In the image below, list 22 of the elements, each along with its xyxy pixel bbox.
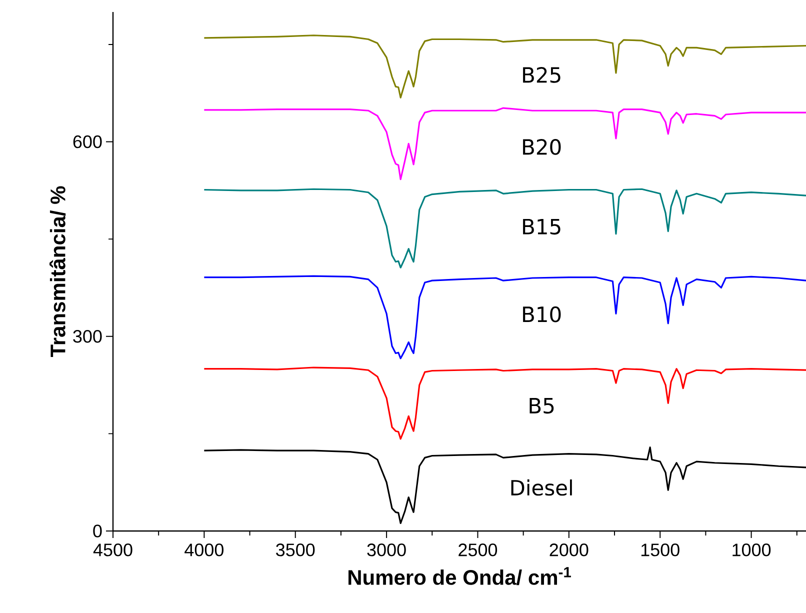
x-tick-label: 2000 — [550, 544, 588, 556]
x-tick-label: 1500 — [641, 544, 680, 556]
x-tick-label: 1000 — [732, 544, 771, 556]
line-series — [203, 275, 806, 360]
y-tick-label: 0 — [93, 524, 102, 538]
x-tick-label: 4500 — [93, 544, 132, 556]
series-label: B15 — [523, 218, 560, 235]
x-tick-label: 4000 — [184, 544, 224, 556]
series-label: B20 — [523, 139, 561, 155]
x-axis-title: Numero de Onda/ cm$^{-1}$ — [348, 567, 571, 586]
x-tick-label: 3500 — [276, 544, 315, 556]
series-label: B25 — [523, 67, 560, 83]
series-label: Diesel — [511, 479, 572, 496]
line-series — [203, 188, 806, 268]
y-tick-label: 600 — [73, 135, 102, 148]
y-axis-title: Transmitância/ % — [50, 186, 66, 358]
series-label: B5 — [530, 398, 554, 414]
y-tick-label: 300 — [73, 330, 102, 343]
x-tick-label: 2500 — [458, 544, 498, 556]
x-tick-label: 3000 — [367, 544, 406, 556]
series-label: B10 — [523, 306, 561, 322]
line-series — [203, 446, 806, 524]
